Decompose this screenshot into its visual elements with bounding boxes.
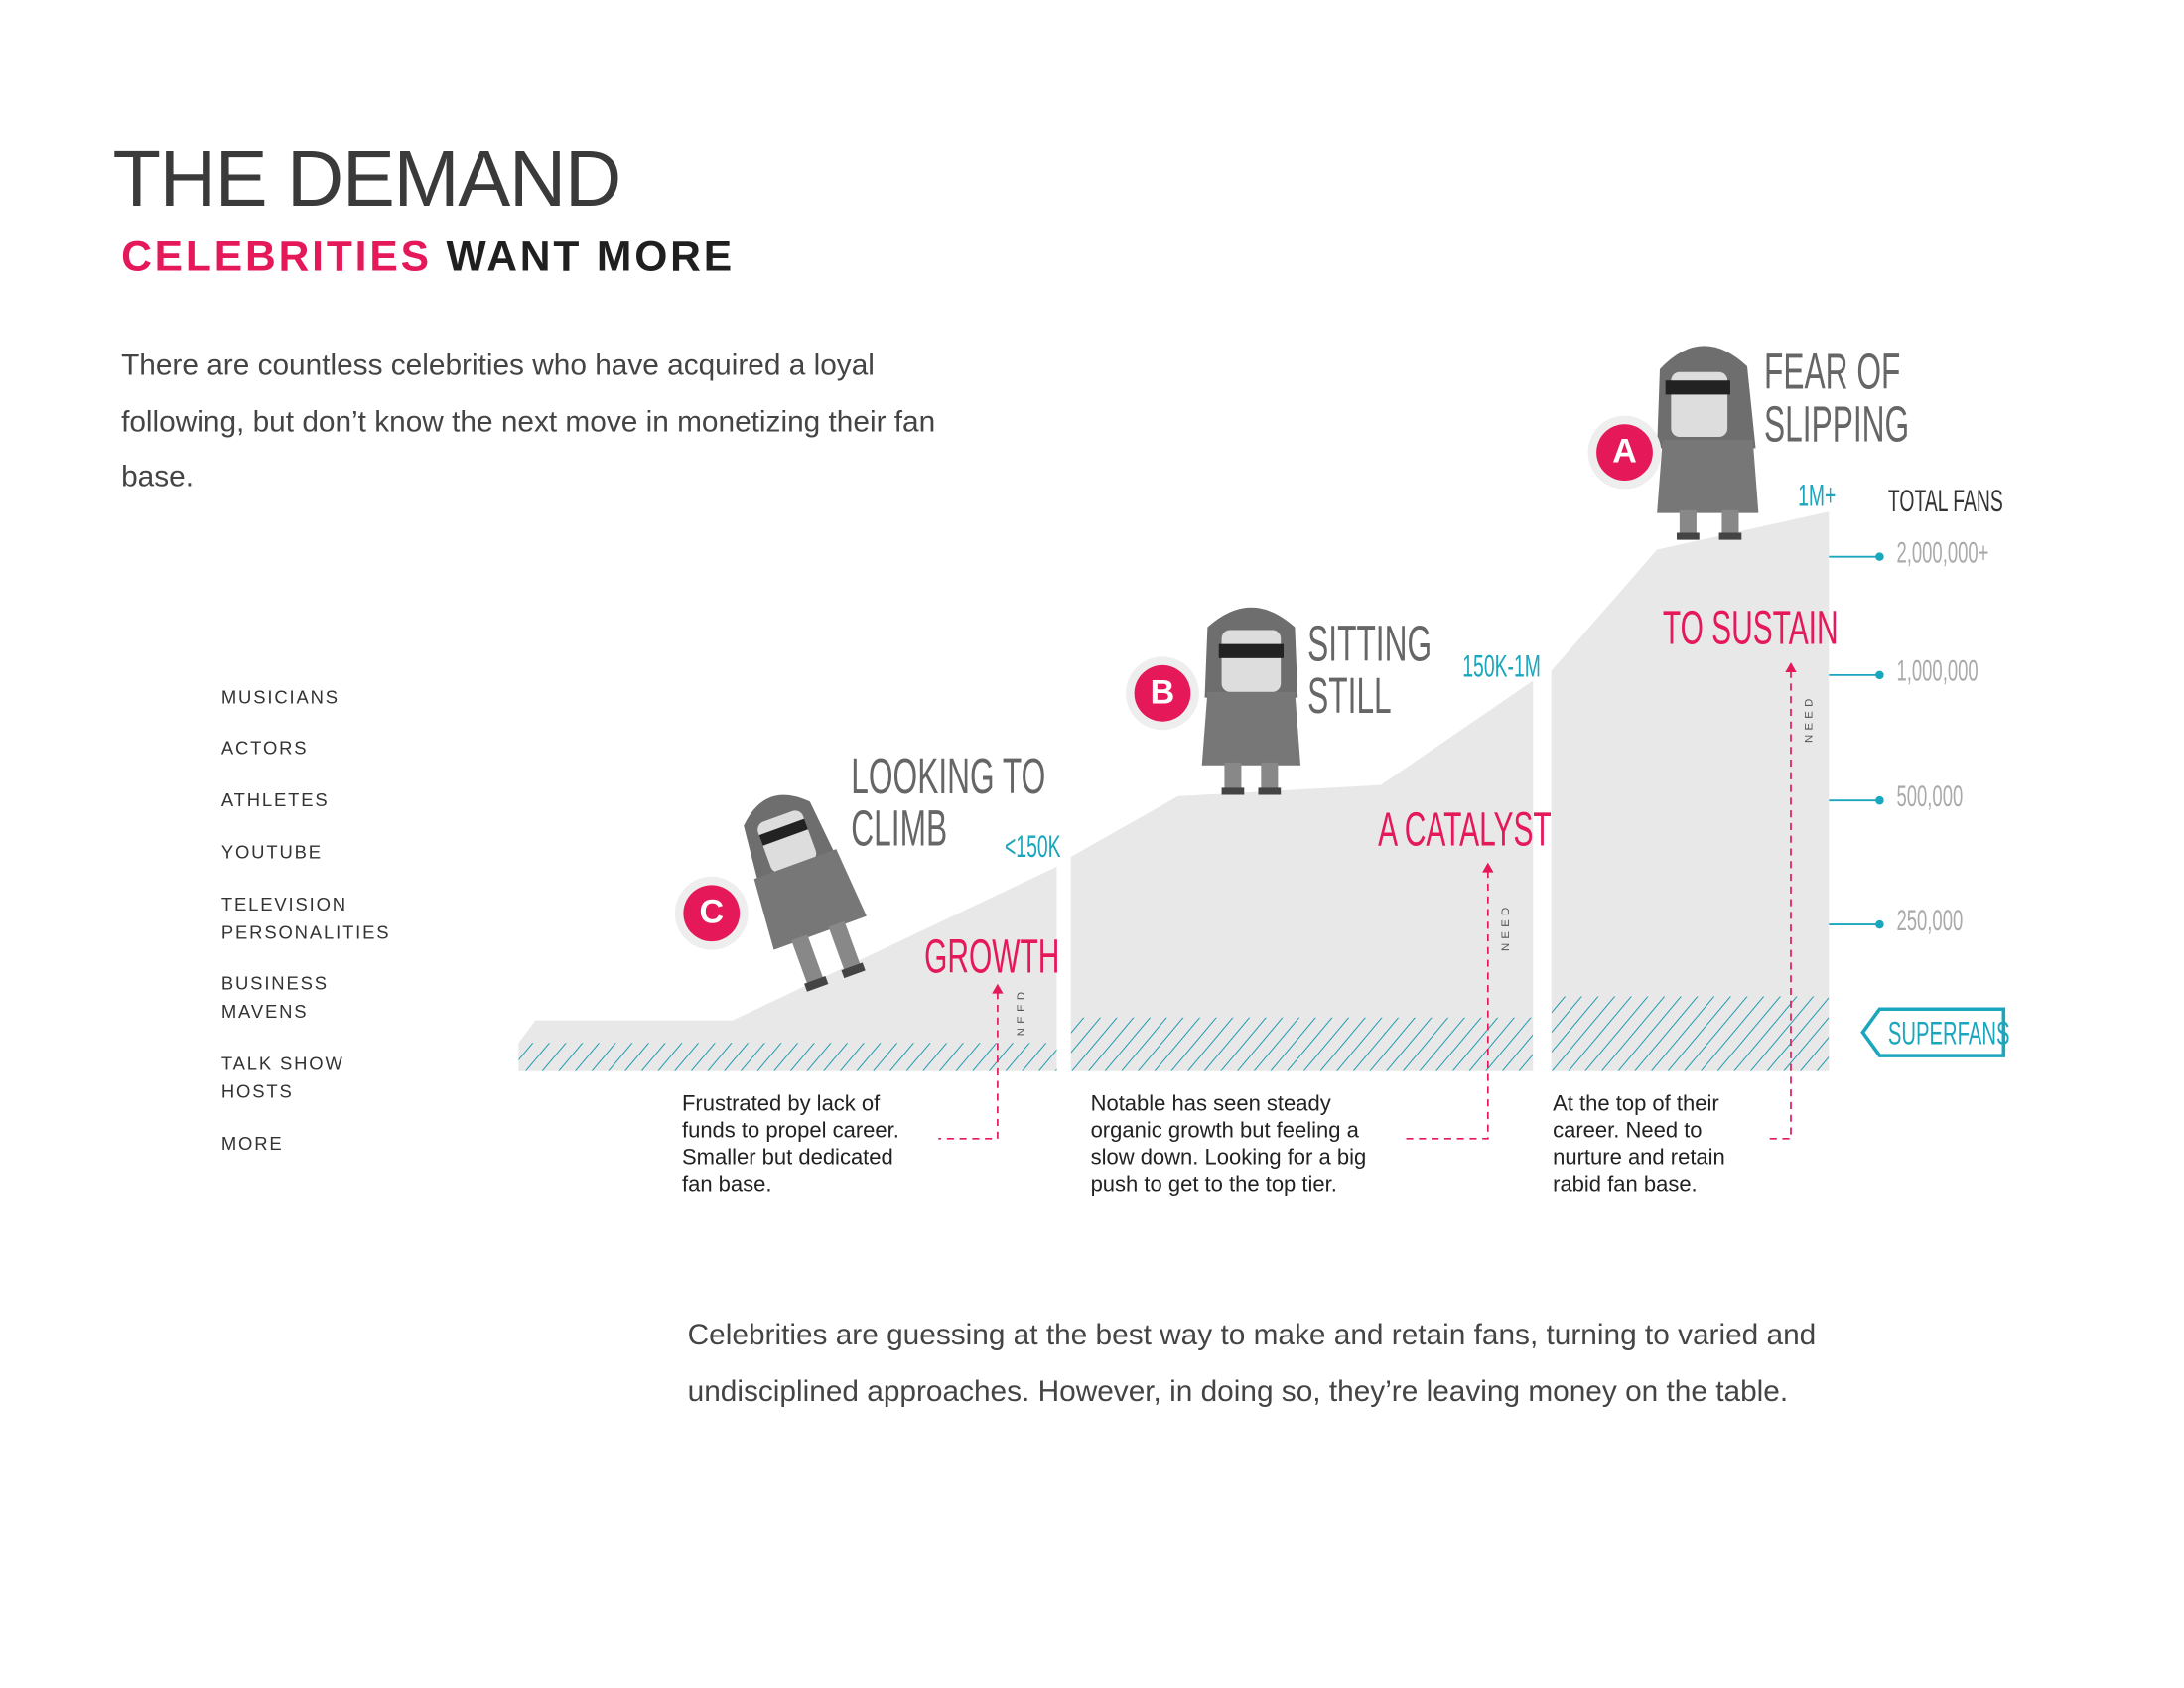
description-b: Notable has seen steady organic growth b… xyxy=(1090,1091,1367,1197)
page-subtitle: CELEBRITIES WANT MORE xyxy=(121,234,735,282)
superfan-hatch-b xyxy=(1070,1017,1534,1071)
range-b: 150K-1M xyxy=(1462,647,1541,684)
axis-tick-500k: 500,000 xyxy=(1896,780,1964,813)
badge-a: A xyxy=(1596,424,1653,481)
description-c: Frustrated by lack of funds to propel ca… xyxy=(681,1091,899,1197)
status-label-b: SITTING STILL xyxy=(1307,614,1433,725)
character-b-icon xyxy=(1201,607,1301,795)
category-business: BUSINESS MAVENS xyxy=(220,972,329,1023)
category-actors: ACTORS xyxy=(220,737,309,759)
character-a-icon xyxy=(1657,346,1759,540)
mountain-tier-c xyxy=(518,866,1057,1071)
need-text-b: NEED xyxy=(1499,903,1512,952)
subtitle-highlight: CELEBRITIES xyxy=(121,233,432,281)
superfan-hatch-a xyxy=(1551,996,1830,1071)
intro-paragraph: There are countless celebrities who have… xyxy=(121,349,936,493)
need-catalyst: A CATALYST xyxy=(1378,803,1552,857)
page-title: THE DEMAND xyxy=(112,133,622,223)
status-label-c: LOOKING TO CLIMB xyxy=(851,747,1046,857)
need-line-c xyxy=(938,992,999,1140)
category-talk-show: TALK SHOW HOSTS xyxy=(220,1053,344,1102)
description-a: At the top of their career. Need to nurt… xyxy=(1553,1091,1725,1197)
subtitle-rest: WANT MORE xyxy=(446,233,735,281)
closing-paragraph: Celebrities are guessing at the best way… xyxy=(687,1319,1817,1408)
badge-b: B xyxy=(1134,664,1191,722)
superfan-hatch-c xyxy=(518,1043,1057,1071)
need-text-a: NEED xyxy=(1802,694,1816,743)
status-label-a: FEAR OF SLIPPING xyxy=(1764,342,1910,453)
need-growth: GROWTH xyxy=(924,929,1060,984)
axis-title: TOTAL FANS xyxy=(1887,483,2003,519)
category-musicians: MUSICIANS xyxy=(220,686,340,708)
need-sustain: TO SUSTAIN xyxy=(1662,602,1839,655)
axis-tick-250k: 250,000 xyxy=(1896,905,1964,937)
axis-tick-1m: 1,000,000 xyxy=(1896,654,1979,688)
category-more: MORE xyxy=(220,1133,284,1155)
need-line-a xyxy=(1765,670,1792,1140)
category-youtube: YOUTUBE xyxy=(220,841,323,863)
mountain-tier-a xyxy=(1551,511,1830,1071)
axis-ticks xyxy=(1829,555,1880,926)
category-television: TELEVISION PERSONALITIES xyxy=(220,893,391,943)
superfans-label: SUPERFANS xyxy=(1887,1014,2010,1052)
need-line-b xyxy=(1402,871,1489,1140)
range-c: <150K xyxy=(1004,828,1061,865)
need-text-c: NEED xyxy=(1014,987,1027,1037)
range-a: 1M+ xyxy=(1798,478,1837,513)
character-c-icon xyxy=(744,794,867,992)
superfans-tag-outline xyxy=(1860,1007,2006,1057)
category-athletes: ATHLETES xyxy=(220,788,330,811)
mountain-tier-b xyxy=(1070,680,1534,1071)
badge-c: C xyxy=(683,885,741,942)
axis-tick-2m: 2,000,000+ xyxy=(1896,536,1989,570)
